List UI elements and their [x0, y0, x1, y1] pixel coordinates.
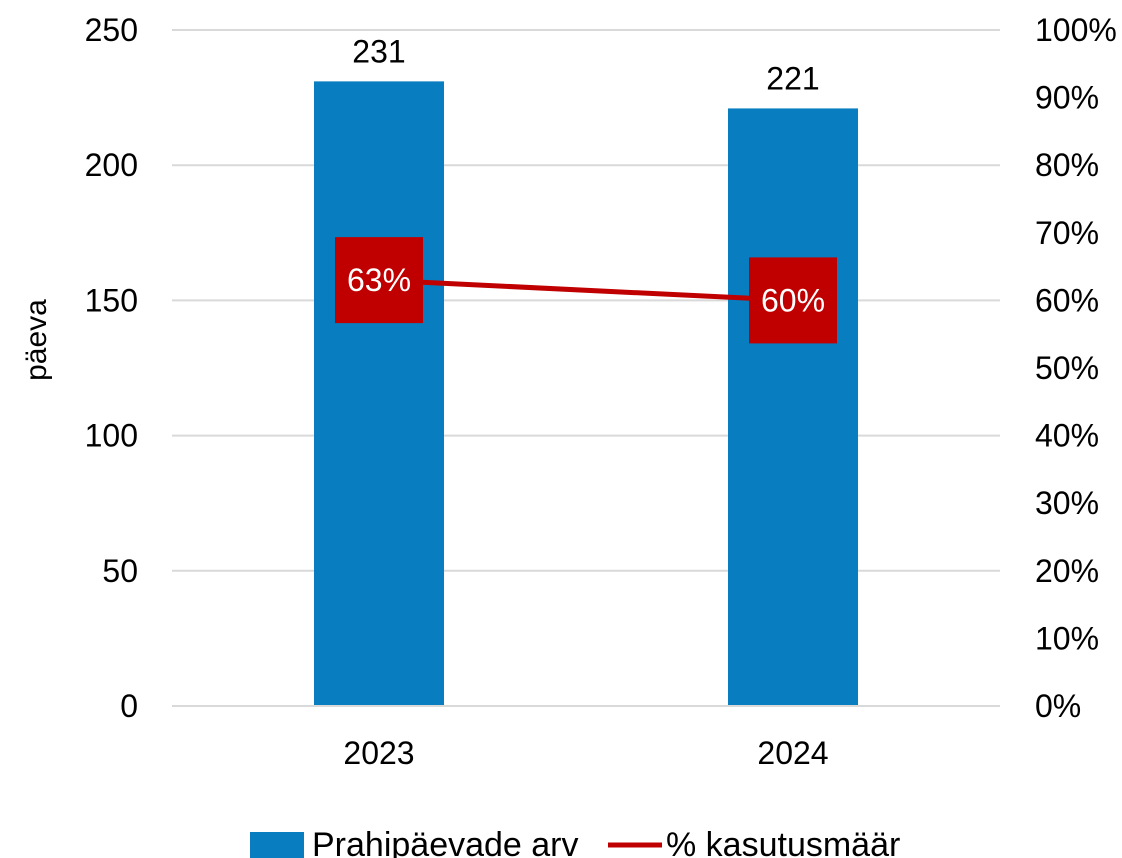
y2-tick-label: 100% [1035, 12, 1117, 48]
y2-tick-label: 0% [1035, 688, 1081, 724]
line-data-label-box [749, 257, 837, 344]
y-tick-label: 0 [120, 688, 138, 724]
y2-tick-label: 60% [1035, 282, 1099, 318]
x-axis: 2023 2024 [172, 705, 1000, 771]
y2-tick-label: 50% [1035, 350, 1099, 386]
line-series: 63% 60% [335, 237, 837, 344]
legend-swatch-bar [250, 832, 304, 858]
y-tick-label: 150 [85, 282, 138, 318]
y2-tick-label: 80% [1035, 147, 1099, 183]
y-tick-label: 100 [85, 418, 138, 454]
x-tick-label: 2023 [343, 735, 414, 771]
legend-label-bar: Prahipäevade arv [312, 826, 579, 858]
bar-series: 231 221 [314, 33, 858, 707]
bar [728, 108, 858, 706]
line-path [378, 277, 794, 303]
y-axis-title: päeva [20, 299, 53, 381]
bar-data-label: 221 [766, 60, 819, 96]
y2-tick-label: 90% [1035, 80, 1099, 116]
y-tick-label: 250 [85, 12, 138, 48]
y2-tick-label: 20% [1035, 553, 1099, 589]
y-axis-right: 0% 10% 20% 30% 40% 50% 60% 70% 80% 90% 100% [1035, 12, 1117, 724]
y2-tick-label: 70% [1035, 215, 1099, 251]
y2-tick-label: 40% [1035, 418, 1099, 454]
line-data-label: 60% [761, 282, 825, 318]
bar-data-label: 231 [352, 33, 405, 69]
bar [314, 81, 444, 707]
y2-tick-label: 10% [1035, 620, 1099, 656]
y2-tick-label: 30% [1035, 485, 1099, 521]
gridlines [172, 29, 1000, 707]
line-data-label-box [335, 237, 423, 324]
y-tick-label: 50 [102, 553, 138, 589]
y-tick-label: 200 [85, 147, 138, 183]
legend-label-line: % kasutusmäär [666, 826, 900, 858]
line-data-label: 63% [347, 262, 411, 298]
y-axis-left: 0 50 100 150 200 250 [85, 12, 138, 724]
x-tick-label: 2024 [757, 735, 828, 771]
legend: Prahipäevade arv % kasutusmäär [250, 826, 900, 858]
